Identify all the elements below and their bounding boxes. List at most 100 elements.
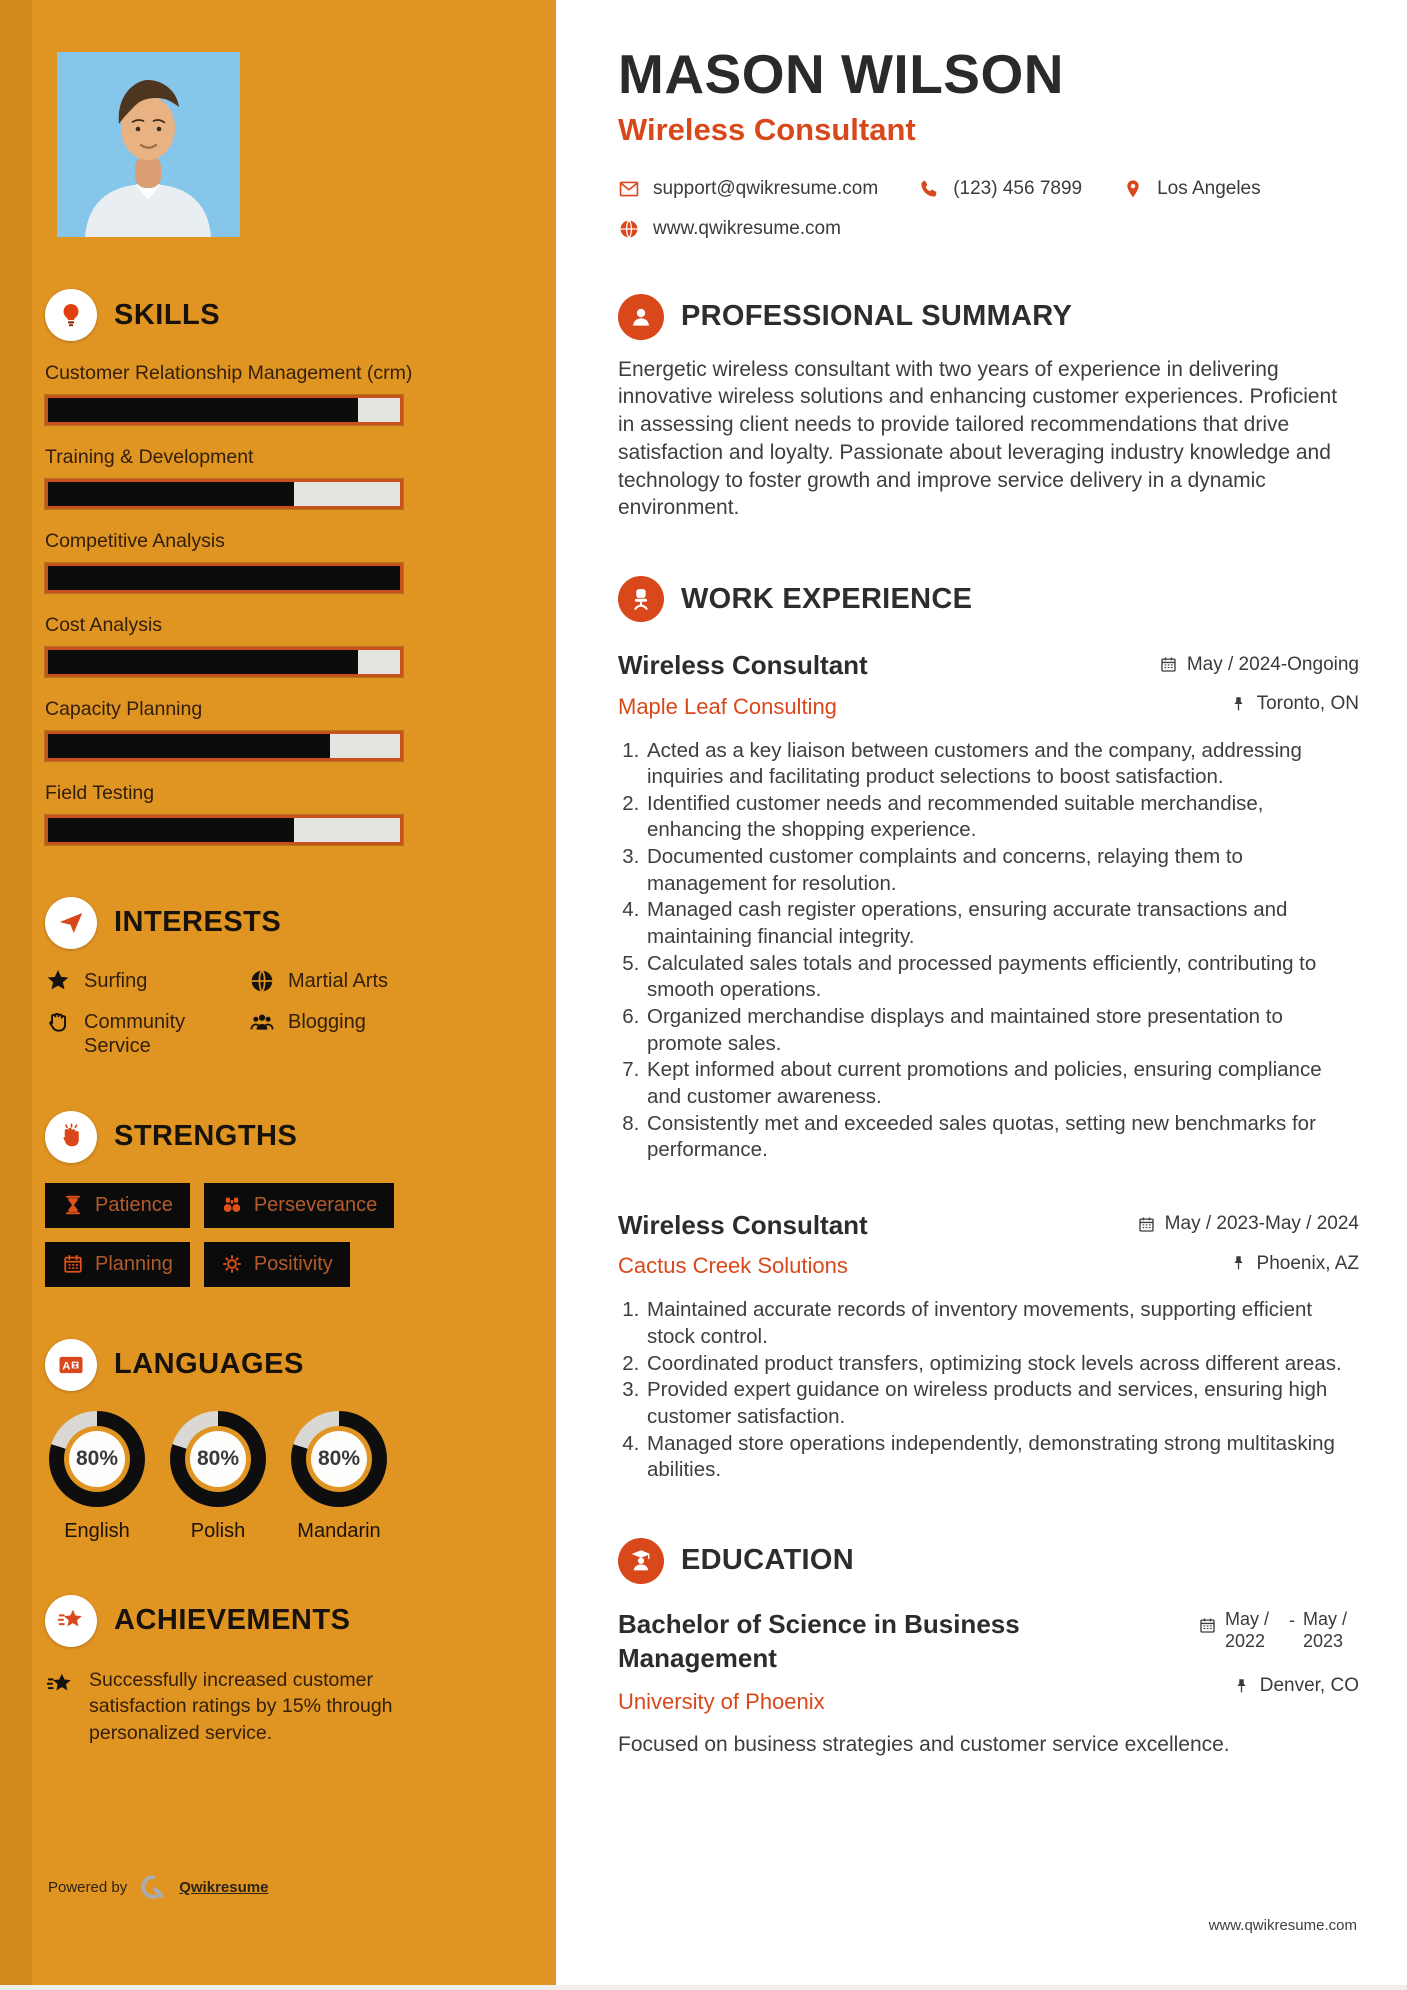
website-link[interactable]: www.qwikresume.com	[653, 217, 841, 239]
job-title-row: Wireless Consultant May / 2024-Ongoing	[618, 650, 1359, 681]
job-bullet: Identified customer needs and recommende…	[645, 791, 1359, 844]
education-location-value: Denver, CO	[1259, 1675, 1359, 1697]
job-bullet: Managed store operations independently, …	[645, 1431, 1359, 1484]
job-company-row: Maple Leaf Consulting Toronto, ON	[618, 693, 1359, 720]
achievements-header: ACHIEVEMENTS	[45, 1594, 514, 1647]
interests-section: INTERESTS Surfing Martial Arts	[45, 896, 514, 1059]
interest-label: Community Service	[84, 1010, 186, 1058]
interest-label: Martial Arts	[288, 969, 389, 992]
contact-location: Los Angeles	[1122, 178, 1261, 200]
globe-icon	[249, 968, 275, 994]
job-location-value: Phoenix, AZ	[1256, 1252, 1359, 1274]
education-description: Focused on business strategies and custo…	[618, 1733, 1230, 1757]
language-percent: 80%	[311, 1430, 367, 1487]
job-company: Cactus Creek Solutions	[618, 1253, 848, 1279]
degree-title: Bachelor of Science in Business Manageme…	[618, 1608, 1020, 1673]
users-icon	[249, 1009, 275, 1035]
school-name: University of Phoenix	[618, 1689, 825, 1715]
interest-item: Blogging	[249, 1010, 514, 1059]
education-date-from: May / 2022	[1225, 1608, 1270, 1652]
job-dates: May / 2024-Ongoing	[1159, 654, 1359, 676]
interest-item: Surfing	[45, 969, 243, 994]
skill-label: Training & Development	[45, 445, 254, 468]
job-bullet: Provided expert guidance on wireless pro…	[645, 1377, 1359, 1430]
interest-label: Surfing	[84, 969, 148, 992]
languages-list: 80% English 80% Polish 80%	[45, 1410, 514, 1543]
skill-bar	[45, 478, 403, 509]
skill-bar	[45, 646, 403, 677]
location-value: Los Angeles	[1157, 177, 1261, 199]
languages-heading: LANGUAGES	[114, 1348, 304, 1380]
job-title: Wireless Consultant	[618, 1209, 868, 1240]
achievement-item: Successfully increased customer satisfac…	[45, 1667, 445, 1748]
graduate-icon	[618, 1537, 664, 1584]
job-bullet: Acted as a key liaison between customers…	[645, 738, 1359, 791]
skill-bar-fill	[48, 649, 358, 674]
qwikresume-logo-icon	[138, 1872, 168, 1902]
skill-item: Competitive Analysis	[45, 529, 514, 593]
job-dates-value: May / 2023-May / 2024	[1164, 1213, 1359, 1235]
job-title-row: Wireless Consultant May / 2023-May / 202…	[618, 1210, 1359, 1241]
job-bullet: Consistently met and exceeded sales quot…	[645, 1111, 1359, 1164]
calendar-icon	[1137, 1215, 1156, 1234]
map-pin-icon	[1122, 178, 1144, 200]
globe-icon	[618, 218, 640, 240]
job-title: Wireless Consultant	[618, 650, 868, 681]
svg-text:A: A	[62, 1360, 70, 1372]
main-content: MASON WILSON Wireless Consultant support…	[556, 0, 1407, 1990]
hand-icon	[45, 1009, 71, 1035]
skill-label: Capacity Planning	[45, 697, 203, 720]
job-bullet: Documented customer complaints and conce…	[645, 844, 1359, 897]
phone-value: (123) 456 7899	[953, 177, 1083, 199]
qwikresume-link[interactable]: Qwikresume	[179, 1878, 269, 1896]
interest-label: Blogging	[288, 1010, 366, 1033]
language-item: 80% English	[45, 1410, 149, 1543]
strengths-section: STRENGTHS Patience Perseverance	[45, 1110, 514, 1287]
job-bullet-list: Acted as a key liaison between customers…	[618, 738, 1359, 1164]
interests-list: Surfing Martial Arts Community Service	[45, 969, 514, 1059]
fist-icon	[45, 1110, 97, 1163]
lightbulb-icon	[45, 289, 97, 341]
powered-by-label: Powered by	[48, 1878, 128, 1896]
language-percent: 80%	[69, 1430, 125, 1487]
contact-row-2: www.qwikresume.com	[618, 218, 1359, 240]
envelope-icon	[618, 178, 640, 200]
skills-heading: SKILLS	[114, 298, 221, 331]
job-bullet: Organized merchandise displays and maint…	[645, 1004, 1359, 1057]
strength-label: Perseverance	[253, 1193, 378, 1216]
strength-label: Planning	[95, 1252, 173, 1275]
education-entry: Bachelor of Science in Business Manageme…	[618, 1608, 1359, 1759]
skill-bar-fill	[48, 481, 295, 506]
contact-phone: (123) 456 7899	[918, 178, 1082, 200]
sidebar-footer: Powered by Qwikresume	[48, 1872, 268, 1902]
skill-bar-fill	[48, 397, 358, 422]
email-link[interactable]: support@qwikresume.com	[653, 177, 879, 199]
education-title-row: Bachelor of Science in Business Manageme…	[618, 1608, 1359, 1676]
summary-header: PROFESSIONAL SUMMARY	[618, 293, 1359, 340]
shooting-star-icon	[45, 1594, 97, 1647]
skill-item: Training & Development	[45, 445, 514, 509]
calendar-icon	[1159, 655, 1178, 674]
star-lines-icon	[45, 1670, 75, 1700]
interests-header: INTERESTS	[45, 896, 514, 949]
education-date-to: May / 2023	[1303, 1608, 1348, 1652]
job-dates: May / 2023-May / 2024	[1137, 1213, 1359, 1235]
strength-badge: Perseverance	[203, 1182, 395, 1228]
office-chair-icon	[618, 576, 664, 623]
achievements-list: Successfully increased customer satisfac…	[45, 1667, 514, 1748]
language-item: 80% Mandarin	[287, 1410, 391, 1543]
experience-section: WORK EXPERIENCE Wireless Consultant May …	[618, 576, 1359, 1484]
pushpin-icon	[1229, 695, 1248, 714]
language-card-icon: A	[45, 1338, 97, 1391]
person-name: MASON WILSON	[618, 43, 1064, 105]
education-school-row: University of Phoenix Denver, CO	[618, 1675, 1359, 1715]
job-entry: Wireless Consultant May / 2024-Ongoing M…	[618, 650, 1359, 1164]
education-location: Denver, CO	[1232, 1675, 1359, 1697]
achievements-heading: ACHIEVEMENTS	[114, 1604, 351, 1636]
job-location: Phoenix, AZ	[1229, 1253, 1359, 1275]
job-bullet: Managed cash register operations, ensuri…	[645, 897, 1359, 950]
skill-bar	[45, 562, 403, 593]
job-location-value: Toronto, ON	[1256, 693, 1359, 715]
interests-heading: INTERESTS	[114, 906, 282, 939]
